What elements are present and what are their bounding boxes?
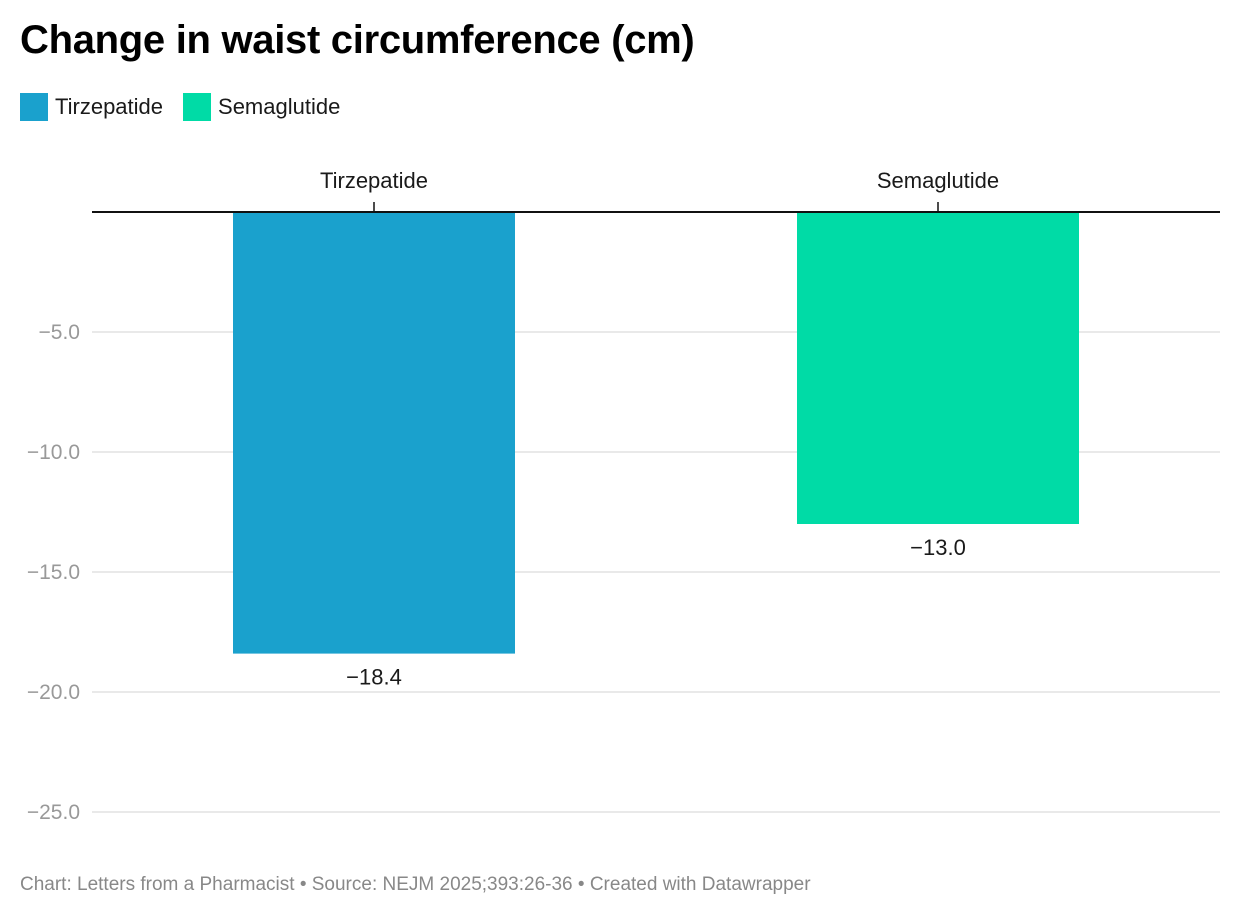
legend-item-tirzepatide: Tirzepatide	[20, 93, 163, 121]
bar-value-label: −18.4	[346, 665, 402, 690]
y-tick-label: −5.0	[39, 321, 80, 344]
y-tick-label: −20.0	[27, 681, 80, 704]
bar-tirzepatide	[233, 212, 515, 654]
legend-label-tirzepatide: Tirzepatide	[55, 94, 164, 119]
legend-label-semaglutide: Semaglutide	[218, 94, 341, 119]
y-tick-label: −25.0	[27, 801, 80, 824]
bar-chart: −5.0 −10.0 −15.0 −20.0 −25.0 Tirzepatide −18.4…	[27, 168, 1220, 824]
legend-item-semaglutide: Semaglutide	[183, 93, 340, 121]
bar-semaglutide	[797, 212, 1079, 524]
bar-value-label: −13.0	[910, 535, 966, 560]
y-tick-label: −10.0	[27, 441, 80, 464]
legend-swatch-tirzepatide	[20, 93, 48, 121]
x-category-label: Semaglutide	[877, 168, 999, 193]
x-category-label: Tirzepatide	[320, 168, 428, 193]
chart-legend: Tirzepatide Semaglutide	[20, 93, 360, 121]
chart-footer-credit: Chart: Letters from a Pharmacist • Sourc…	[20, 874, 811, 895]
y-tick-label: −15.0	[27, 561, 80, 584]
legend-swatch-semaglutide	[183, 93, 212, 121]
chart-title: Change in waist circumference (cm)	[20, 18, 695, 62]
